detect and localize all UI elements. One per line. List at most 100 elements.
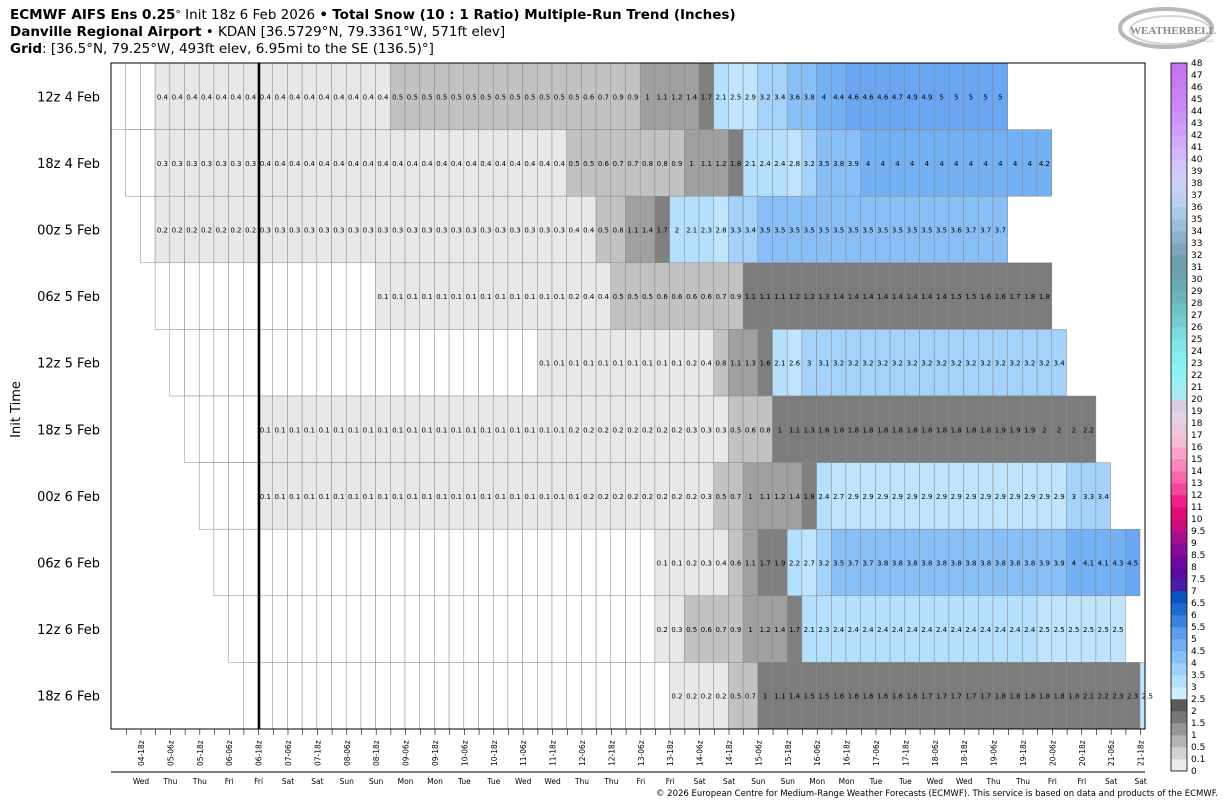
heatmap-cell bbox=[566, 662, 582, 730]
cell-value-label: 4.1 bbox=[1083, 560, 1094, 568]
cell-value-label: 3.8 bbox=[921, 560, 932, 568]
x-tick-label: 06-06z bbox=[225, 740, 234, 766]
x-tick-label: 15-18z bbox=[784, 740, 793, 766]
cell-value-label: 0.1 bbox=[407, 426, 418, 434]
cell-value-label: 0.4 bbox=[216, 93, 228, 101]
day-label: Mon bbox=[809, 777, 825, 786]
cell-value-label: 0.4 bbox=[407, 160, 419, 168]
cell-value-label: 1.8 bbox=[1024, 293, 1035, 301]
heatmap-cell bbox=[434, 329, 450, 397]
cell-value-label: 1.5 bbox=[818, 693, 829, 701]
cell-value-label: 0.5 bbox=[554, 93, 565, 101]
cell-value-label: 0.3 bbox=[363, 227, 374, 235]
cell-value-label: 1 bbox=[763, 693, 767, 701]
cell-value-label: 2.9 bbox=[951, 493, 962, 501]
colorbar-label: 46 bbox=[1191, 83, 1203, 93]
cell-value-label: 2.1 bbox=[804, 626, 815, 634]
cell-value-label: 1.1 bbox=[774, 693, 785, 701]
heatmap-cell bbox=[316, 329, 332, 397]
day-label: Thu bbox=[192, 777, 207, 786]
colorbar-segment bbox=[1171, 459, 1187, 472]
colorbar-label: 29 bbox=[1191, 287, 1203, 297]
colorbar-label: 36 bbox=[1191, 203, 1203, 213]
cell-value-label: 3.2 bbox=[862, 360, 873, 368]
cell-value-label: 1.8 bbox=[892, 426, 903, 434]
heatmap-cell bbox=[140, 129, 156, 197]
cell-value-label: 0.4 bbox=[363, 160, 375, 168]
cell-value-label: 0.5 bbox=[568, 93, 579, 101]
cell-value-label: 1.6 bbox=[995, 293, 1007, 301]
colorbar-label: 2.5 bbox=[1191, 695, 1205, 705]
colorbar-label: 37 bbox=[1191, 191, 1202, 201]
cell-value-label: 0.4 bbox=[348, 160, 360, 168]
cell-value-label: 0.1 bbox=[436, 426, 447, 434]
day-label: Mon bbox=[839, 777, 855, 786]
cell-value-label: 0.1 bbox=[363, 493, 374, 501]
heatmap-cell bbox=[507, 595, 523, 663]
heatmap-cell bbox=[287, 528, 303, 597]
cell-value-label: 1.4 bbox=[642, 227, 654, 235]
cell-value-label: 0.4 bbox=[363, 93, 375, 101]
cell-value-label: 0.2 bbox=[671, 493, 682, 501]
heatmap-cell bbox=[434, 595, 450, 663]
cell-value-label: 0.1 bbox=[304, 493, 315, 501]
heatmap-cell bbox=[198, 262, 215, 330]
cell-value-label: 1.4 bbox=[789, 693, 801, 701]
heatmap-cell bbox=[478, 528, 494, 597]
cell-value-label: 0.5 bbox=[495, 93, 506, 101]
heatmap-cell bbox=[551, 662, 567, 730]
cell-value-label: 0.3 bbox=[671, 626, 682, 634]
cell-value-label: 3.8 bbox=[877, 560, 888, 568]
cell-value-label: 4 bbox=[939, 160, 944, 168]
cell-value-label: 4 bbox=[881, 160, 886, 168]
cell-value-label: 1.8 bbox=[833, 426, 844, 434]
colorbar-segment bbox=[1171, 603, 1187, 616]
colorbar-label: 10 bbox=[1191, 515, 1203, 525]
cell-value-label: 1.8 bbox=[1039, 293, 1050, 301]
heatmap-cell bbox=[125, 129, 141, 197]
cell-value-label: 3.7 bbox=[995, 227, 1006, 235]
cell-value-label: 1.1 bbox=[627, 227, 638, 235]
cell-value-label: 0.2 bbox=[657, 426, 668, 434]
cell-value-label: 0.1 bbox=[554, 293, 565, 301]
heatmap-cell bbox=[375, 329, 391, 397]
heatmap-cell bbox=[243, 528, 259, 597]
cell-value-label: 2.4 bbox=[848, 626, 860, 634]
cell-value-label: 3.8 bbox=[1024, 560, 1035, 568]
cell-value-label: 0.4 bbox=[451, 160, 463, 168]
cell-value-label: 0.2 bbox=[230, 227, 241, 235]
day-label: Mon bbox=[427, 777, 443, 786]
cell-value-label: 1 bbox=[748, 493, 752, 501]
cell-value-label: 0.3 bbox=[466, 227, 477, 235]
title-line-2: Danville Regional Airport • KDAN [36.572… bbox=[10, 24, 505, 40]
cell-value-label: 0.5 bbox=[392, 93, 403, 101]
cell-value-label: 1.4 bbox=[774, 626, 786, 634]
cell-value-label: 0.1 bbox=[421, 426, 432, 434]
cell-value-label: 1.4 bbox=[833, 293, 845, 301]
cell-value-label: 0.4 bbox=[319, 93, 331, 101]
colorbar-label: 0 bbox=[1191, 767, 1197, 777]
cell-value-label: 3.8 bbox=[936, 560, 947, 568]
cell-value-label: 1.7 bbox=[965, 693, 976, 701]
cell-value-label: 1.2 bbox=[715, 160, 726, 168]
cell-value-label: 0.6 bbox=[657, 293, 669, 301]
x-tick-label: 04-18z bbox=[137, 740, 146, 766]
cell-value-label: 0.4 bbox=[554, 160, 566, 168]
cell-value-label: 0.3 bbox=[701, 426, 712, 434]
heatmap-cell bbox=[140, 195, 156, 264]
colorbar-label: 12 bbox=[1191, 491, 1202, 501]
heatmap-cell bbox=[404, 528, 420, 597]
product-name: Total Snow (10 : 1 Ratio) Multiple-Run T… bbox=[332, 7, 736, 23]
colorbar-label: 40 bbox=[1191, 155, 1203, 165]
cell-value-label: 3.8 bbox=[907, 560, 918, 568]
cell-value-label: 1.8 bbox=[1024, 693, 1035, 701]
cell-value-label: 1.2 bbox=[789, 293, 800, 301]
cell-value-label: 0.4 bbox=[230, 93, 242, 101]
cell-value-label: 0.1 bbox=[436, 493, 447, 501]
colorbar-segment bbox=[1171, 291, 1187, 304]
cell-value-label: 3.5 bbox=[789, 227, 800, 235]
cell-value-label: 0.2 bbox=[657, 493, 668, 501]
cell-value-label: 0.3 bbox=[701, 560, 712, 568]
cell-value-label: 2.4 bbox=[1024, 626, 1036, 634]
cell-value-label: 0.5 bbox=[480, 93, 491, 101]
